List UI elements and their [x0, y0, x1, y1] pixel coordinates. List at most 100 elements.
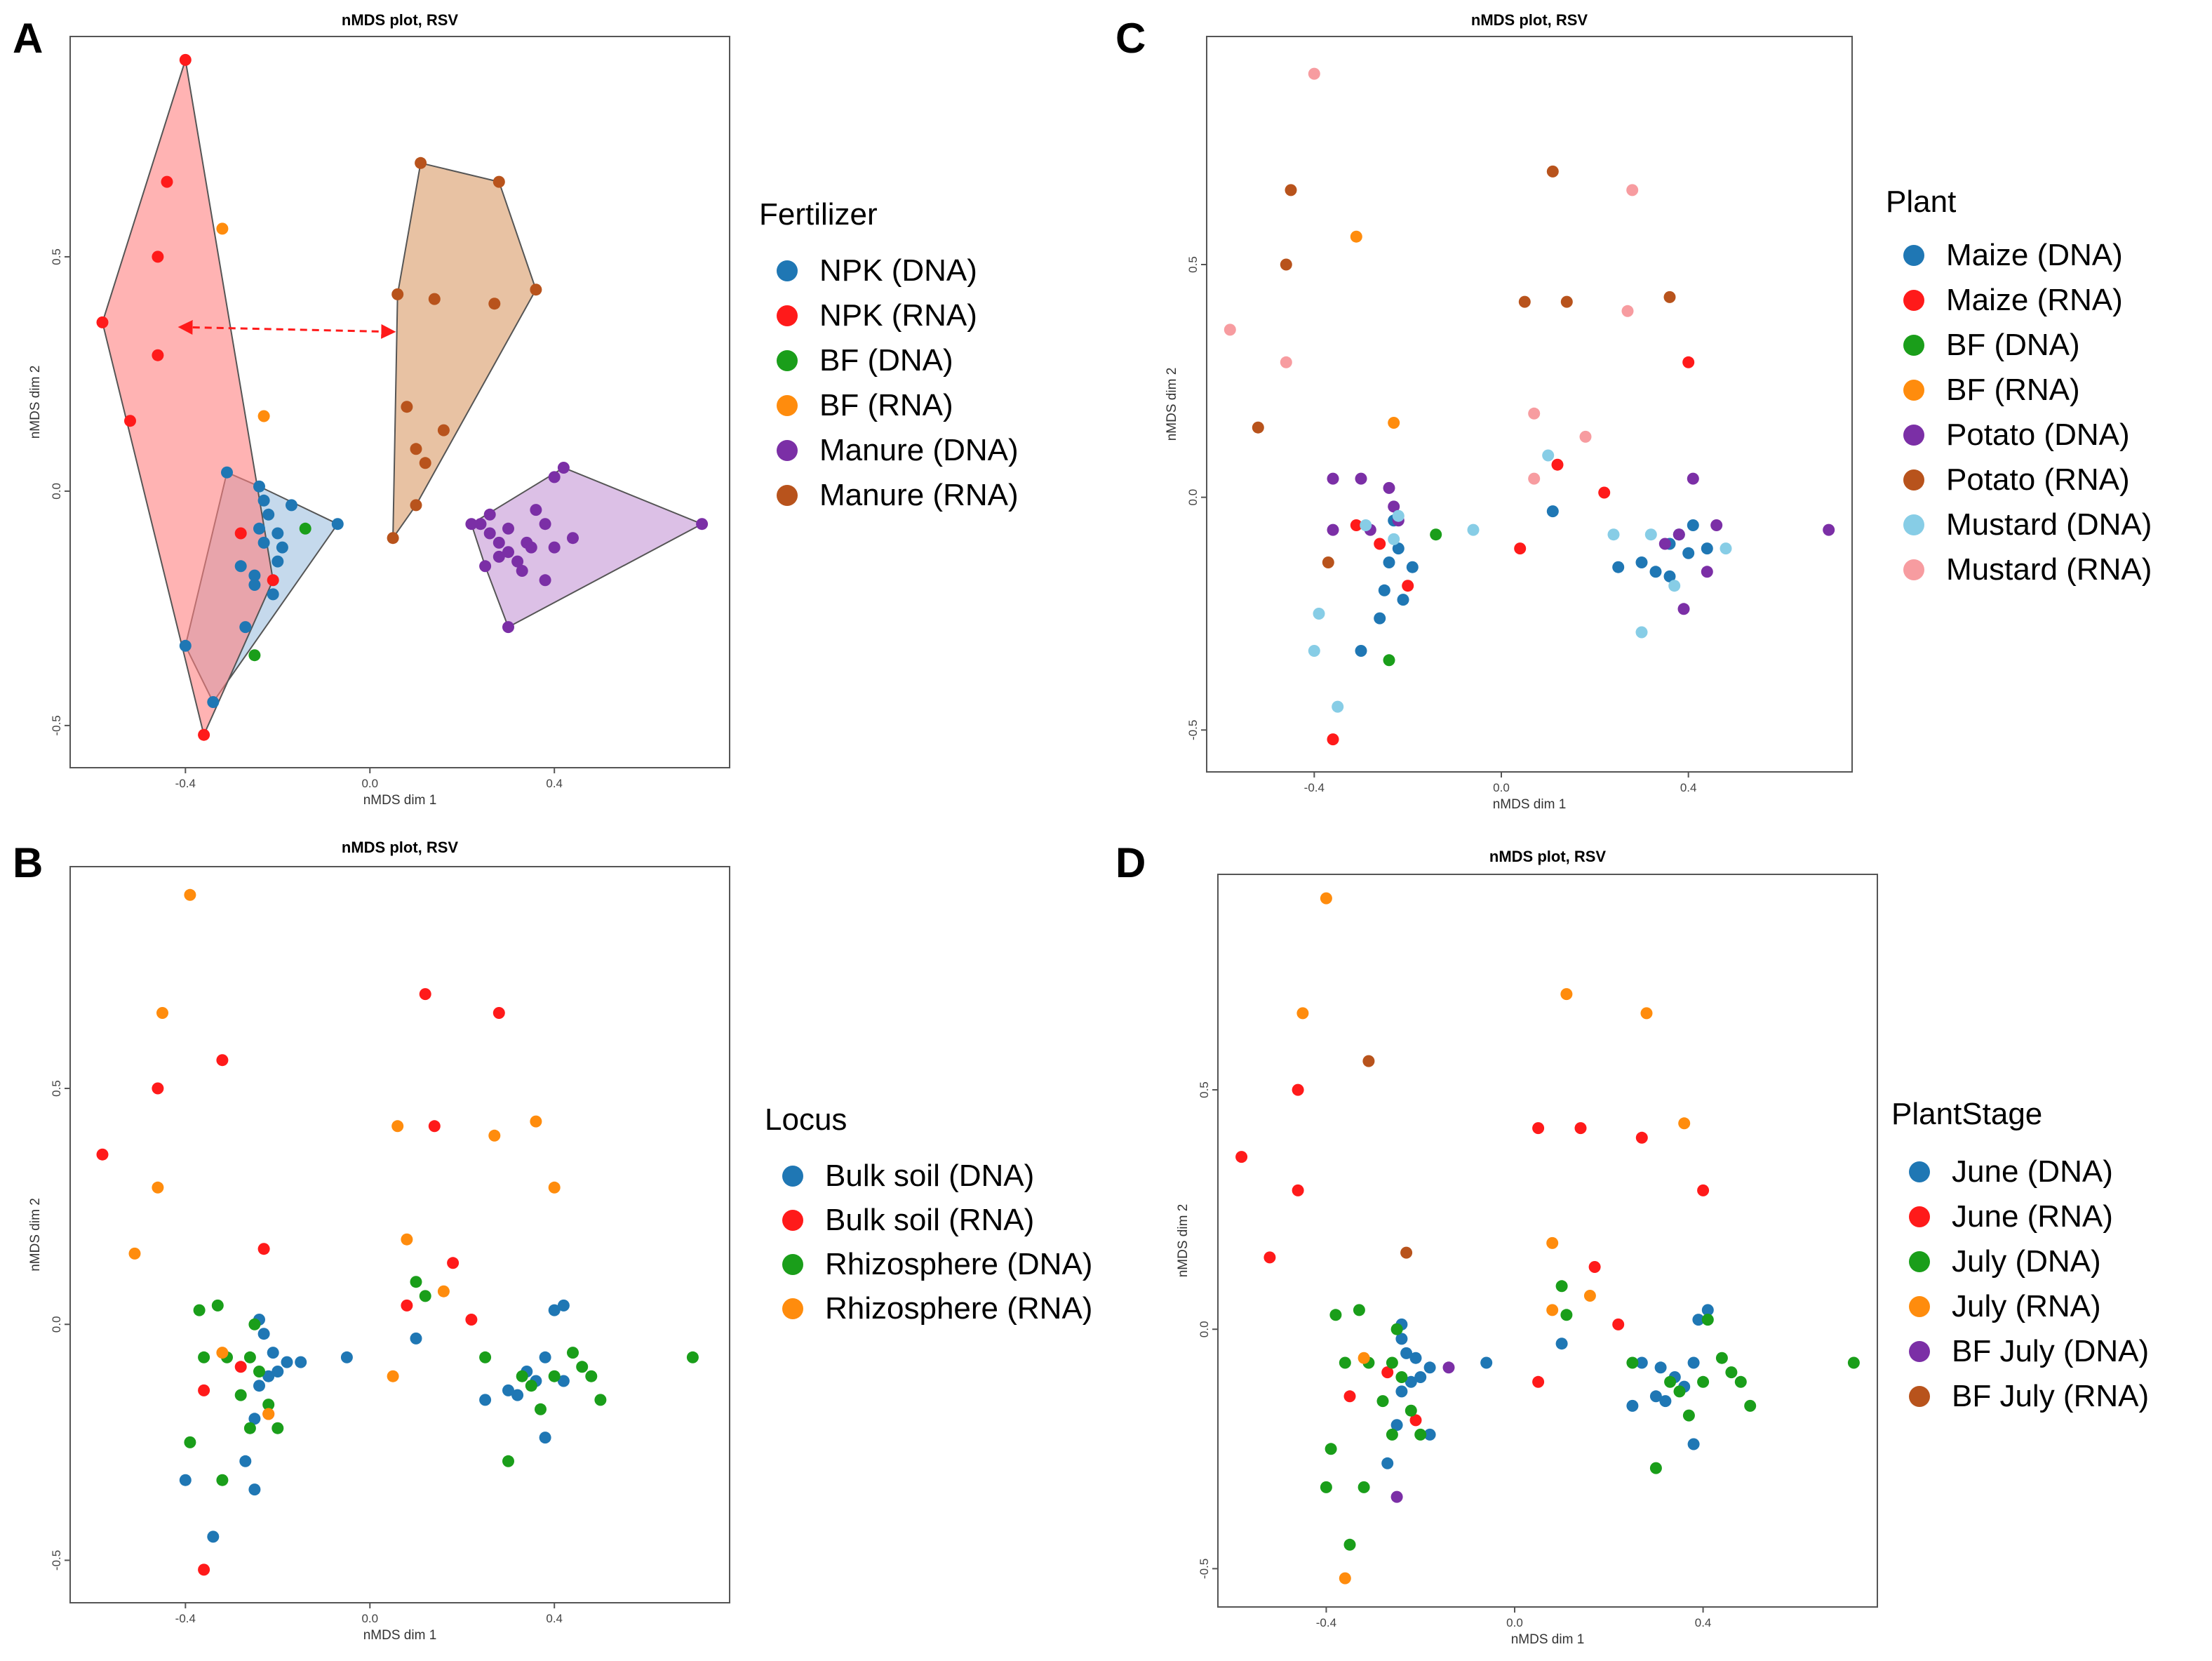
chart-title: nMDS plot, RSV [1489, 848, 1607, 865]
data-point [1329, 1309, 1342, 1321]
data-point [1350, 519, 1362, 531]
legend-marker-bulk-soil-rna [782, 1210, 803, 1231]
data-point [1677, 603, 1690, 615]
data-point [257, 536, 270, 549]
data-point [1325, 1443, 1337, 1455]
data-point [548, 471, 561, 483]
legend-marker-bf-july-dna [1909, 1341, 1930, 1362]
data-point [179, 53, 192, 66]
legend-label-manure-rna: Manure (RNA) [819, 478, 1019, 512]
data-point [96, 316, 109, 328]
data-point [1327, 733, 1339, 746]
data-point [1687, 472, 1699, 485]
data-point [276, 541, 288, 554]
y-axis-label: nMDS dim 2 [28, 1198, 43, 1272]
data-point [216, 222, 229, 235]
series-npk-rna [96, 53, 279, 741]
data-point [1406, 561, 1419, 573]
data-point [257, 494, 270, 507]
data-point [1663, 570, 1676, 582]
data-point [1388, 500, 1400, 513]
data-point [1528, 407, 1541, 420]
data-point [1355, 645, 1367, 657]
data-point [1649, 1462, 1662, 1474]
data-point [428, 293, 441, 305]
legend-marker-npk-rna [777, 305, 798, 326]
data-point [1327, 523, 1339, 536]
data-point [1386, 1356, 1398, 1369]
data-point [1381, 1457, 1394, 1469]
y-tick-label: 0.0 [50, 1316, 63, 1333]
series-maize-rna [1327, 356, 1695, 746]
series-mustard-dna [1308, 449, 1732, 713]
data-point [465, 1314, 478, 1326]
legend-marker-npk-dna [777, 260, 798, 281]
data-point [1390, 1323, 1403, 1335]
data-point [1687, 1356, 1700, 1369]
series-july-rna [1296, 892, 1691, 1585]
data-point [1546, 1304, 1559, 1316]
data-point [1395, 1371, 1408, 1383]
legend-label-maize-rna: Maize (RNA) [1946, 283, 2123, 317]
legend-marker-mustard-dna [1903, 514, 1924, 535]
data-point [1280, 356, 1292, 368]
data-point [1532, 1375, 1545, 1388]
data-point [1285, 184, 1297, 196]
data-point [1635, 1356, 1648, 1369]
data-point [1626, 184, 1639, 196]
data-point [391, 1120, 404, 1133]
data-point [124, 415, 136, 427]
data-point [248, 1318, 261, 1330]
data-point [262, 1370, 275, 1382]
data-point [548, 541, 561, 554]
data-point [492, 536, 505, 549]
data-point [1397, 594, 1409, 606]
y-axis-label: nMDS dim 2 [28, 366, 43, 439]
y-tick-label: 0.5 [1186, 256, 1200, 273]
data-point [1542, 449, 1555, 462]
data-point [1386, 1428, 1398, 1441]
legend-marker-maize-rna [1903, 290, 1924, 311]
data-point [410, 443, 422, 455]
x-tick-label: -0.4 [1316, 1616, 1336, 1629]
data-point [1687, 1438, 1700, 1450]
data-point [295, 1356, 307, 1368]
data-point [207, 696, 220, 708]
legend-marker-bulk-soil-dna [782, 1166, 803, 1187]
data-point [152, 349, 164, 361]
data-point [198, 1563, 210, 1576]
y-axis-label: nMDS dim 2 [1176, 1204, 1191, 1278]
x-tick-label: -0.4 [175, 1612, 196, 1625]
data-point [1678, 1117, 1691, 1130]
legend-marker-july-dna [1909, 1251, 1930, 1272]
data-point [1715, 1352, 1728, 1364]
data-point [243, 1422, 256, 1434]
data-point [1388, 417, 1400, 429]
legend-title: Plant [1886, 185, 1956, 219]
y-tick-label: -0.5 [1198, 1559, 1211, 1579]
data-point [1332, 700, 1344, 713]
legend-marker-mustard-rna [1903, 559, 1924, 580]
data-point [1327, 472, 1339, 485]
data-point [179, 1474, 192, 1486]
data-point [253, 480, 265, 493]
data-point [1640, 1007, 1653, 1020]
data-point [1358, 1352, 1370, 1364]
data-point [1682, 356, 1695, 368]
data-point [253, 522, 265, 535]
data-point [267, 588, 279, 601]
data-point [1701, 566, 1713, 578]
legend-label-potato-dna: Potato (DNA) [1946, 418, 2130, 452]
data-point [415, 156, 427, 169]
data-point [1383, 481, 1395, 494]
data-point [539, 1351, 551, 1363]
data-point [1353, 1304, 1365, 1316]
y-tick-label: -0.5 [1186, 720, 1200, 740]
data-point [248, 579, 261, 591]
data-point [216, 1474, 229, 1486]
x-tick-label: 0.0 [1506, 1616, 1523, 1629]
data-point [1392, 542, 1405, 555]
data-point [1235, 1151, 1248, 1163]
